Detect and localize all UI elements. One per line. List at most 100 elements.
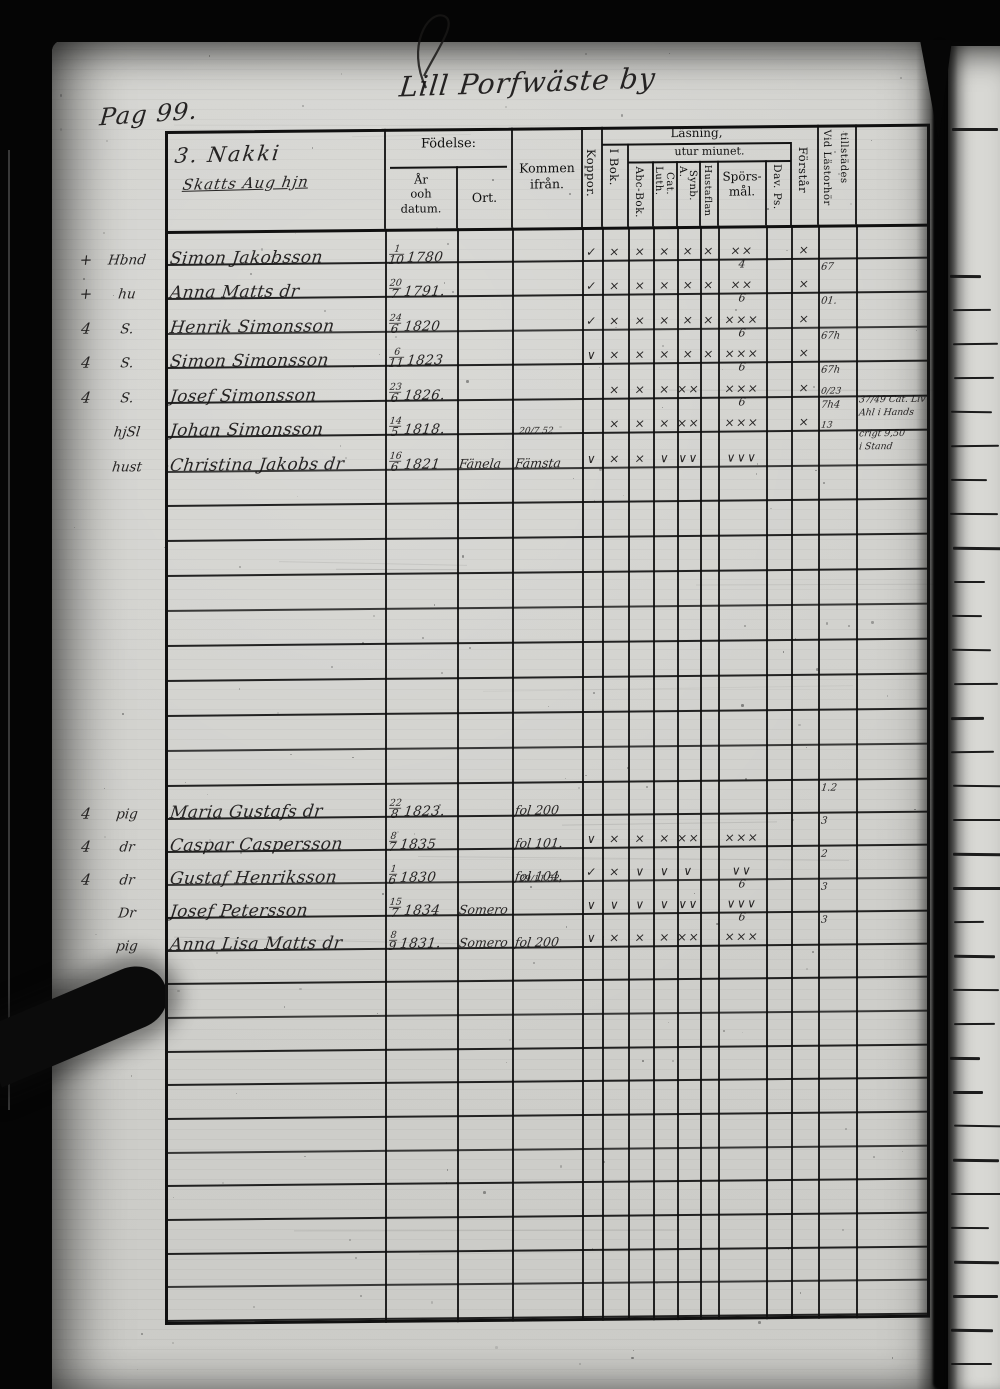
- margin-note-line: 37/49 Cat. Liv: [858, 393, 927, 405]
- paper-speck: [249, 273, 252, 276]
- paper-speck: [73, 527, 75, 529]
- mark-asymb: ∨: [682, 863, 695, 878]
- paper-speck: [672, 1060, 674, 1062]
- facing-page-line: [953, 376, 995, 380]
- facing-page-line: [952, 886, 1000, 891]
- margin-note-line: i Stand: [858, 441, 894, 453]
- paper-speck: [352, 367, 354, 369]
- mark-ibok: ×: [608, 278, 622, 293]
- paper-speck: [585, 774, 588, 777]
- mark-luth: ×: [658, 381, 672, 396]
- paper-speck: [871, 621, 874, 624]
- paper-speck: [662, 406, 664, 408]
- mark-luth: ∨: [658, 864, 672, 879]
- paper-speck: [283, 1006, 285, 1008]
- mark-ibok: ×: [608, 347, 622, 362]
- register-table: 3. Nakki Skatts Aug hjn Födelse: År ooh …: [79, 123, 930, 1326]
- paper-speck: [850, 203, 853, 206]
- facing-page-line: [953, 1022, 995, 1026]
- paper-speck: [623, 494, 625, 496]
- paper-speck: [755, 472, 758, 475]
- paper-speck: [235, 1092, 238, 1095]
- paper-scratch: [173, 124, 560, 127]
- paper-speck: [275, 255, 278, 258]
- mark-hust: ×: [702, 346, 716, 361]
- mark-abc: ×: [633, 243, 648, 258]
- paper-speck: [668, 1022, 670, 1024]
- facing-page-line: [954, 920, 985, 924]
- row-title: S.: [119, 320, 135, 337]
- paper-speck: [806, 967, 809, 970]
- paper-speck: [435, 227, 438, 230]
- mark-spors: ∨∨∨: [725, 896, 759, 911]
- paper-speck: [340, 73, 343, 75]
- paper-speck: [296, 495, 299, 497]
- paper-speck: [361, 642, 364, 645]
- book-spine-black-edge: [0, 0, 52, 1389]
- paper-speck: [60, 128, 63, 131]
- top-black-scan-edge: [0, 0, 1000, 42]
- mark-abc: ×: [633, 381, 648, 396]
- facing-page-line: [953, 954, 995, 959]
- mark-hust: ×: [702, 312, 716, 327]
- paper-speck: [378, 353, 380, 355]
- paper-speck: [844, 1127, 847, 1130]
- mark-ibok: ∨: [608, 897, 622, 912]
- paper-speck: [786, 249, 788, 251]
- mark-asymb: ∨∨: [677, 450, 700, 465]
- paper-speck: [122, 712, 124, 715]
- paper-speck: [669, 52, 670, 54]
- facing-page-line: [953, 818, 1000, 822]
- mark-abc: ×: [633, 347, 648, 362]
- facing-page-line: [954, 580, 985, 584]
- paper-speck: [304, 1156, 306, 1158]
- paper-speck: [301, 105, 304, 108]
- paper-speck: [756, 462, 759, 465]
- paper-speck: [413, 833, 416, 836]
- paper-speck: [723, 1029, 726, 1032]
- paper-speck: [593, 500, 596, 502]
- paper-speck: [60, 94, 63, 97]
- paper-speck: [741, 1031, 744, 1034]
- paper-speck: [569, 193, 571, 195]
- paper-speck: [395, 336, 397, 339]
- mark-forstar: ×: [797, 311, 812, 326]
- mark-spors: ×××: [723, 929, 761, 944]
- paper-speck: [95, 933, 97, 936]
- paper-speck: [446, 1169, 449, 1171]
- paper-speck: [812, 386, 815, 389]
- paper-speck: [592, 692, 595, 695]
- paper-speck: [212, 151, 214, 154]
- row-title: dr: [118, 839, 136, 856]
- paper-speck: [872, 1314, 874, 1316]
- paper-speck: [599, 468, 602, 471]
- attendance-note: 7h4: [820, 399, 841, 411]
- mark-koppor: ∨: [585, 897, 599, 912]
- paper-speck: [758, 1321, 761, 1324]
- paper-speck: [621, 114, 624, 117]
- paper-speck: [708, 209, 710, 211]
- paper-speck: [441, 671, 444, 674]
- attendance-note-upper: 13: [820, 420, 834, 431]
- paper-speck: [585, 53, 588, 56]
- paper-speck: [716, 923, 719, 926]
- facing-page-line: [953, 682, 998, 686]
- facing-page-line: [953, 852, 1000, 857]
- sporsmal-count: 6: [737, 291, 747, 305]
- mark-abc: ×: [633, 450, 648, 465]
- paper-speck: [815, 469, 817, 472]
- margin-note-line: crigt 9,50: [858, 427, 906, 440]
- paper-speck: [782, 651, 785, 653]
- paper-speck: [505, 105, 508, 108]
- mark-forstar: ×: [797, 380, 812, 395]
- mark-luth: ×: [658, 278, 672, 293]
- paper-speck: [260, 248, 264, 251]
- attendance-note: 2: [820, 848, 829, 860]
- paper-speck: [794, 638, 797, 641]
- paper-speck: [572, 477, 575, 479]
- paper-speck: [661, 344, 664, 347]
- paper-speck: [788, 1248, 790, 1250]
- paper-speck: [578, 786, 581, 789]
- mark-koppor: ∨: [585, 831, 599, 846]
- paper-speck: [447, 242, 450, 246]
